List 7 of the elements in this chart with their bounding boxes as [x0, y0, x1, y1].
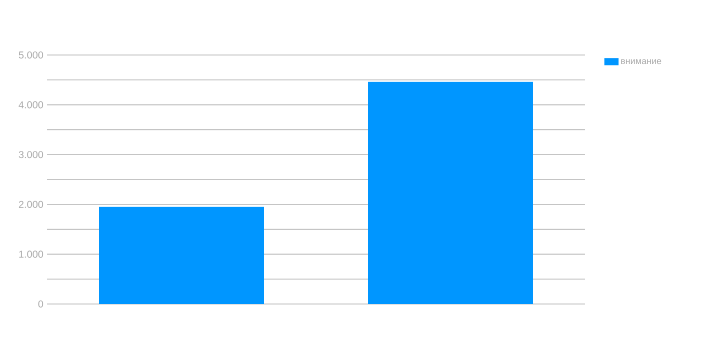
legend-label: внимание — [621, 59, 662, 64]
y-tick-label: 3.000 — [18, 151, 44, 158]
y-tick-label: 2.000 — [18, 200, 44, 208]
y-tick-label: 1.000 — [19, 250, 44, 258]
y-tick-label: 4.000 — [18, 101, 44, 108]
y-tick-label: 0 — [38, 300, 44, 308]
y-tick-label: 5.000 — [18, 51, 44, 59]
